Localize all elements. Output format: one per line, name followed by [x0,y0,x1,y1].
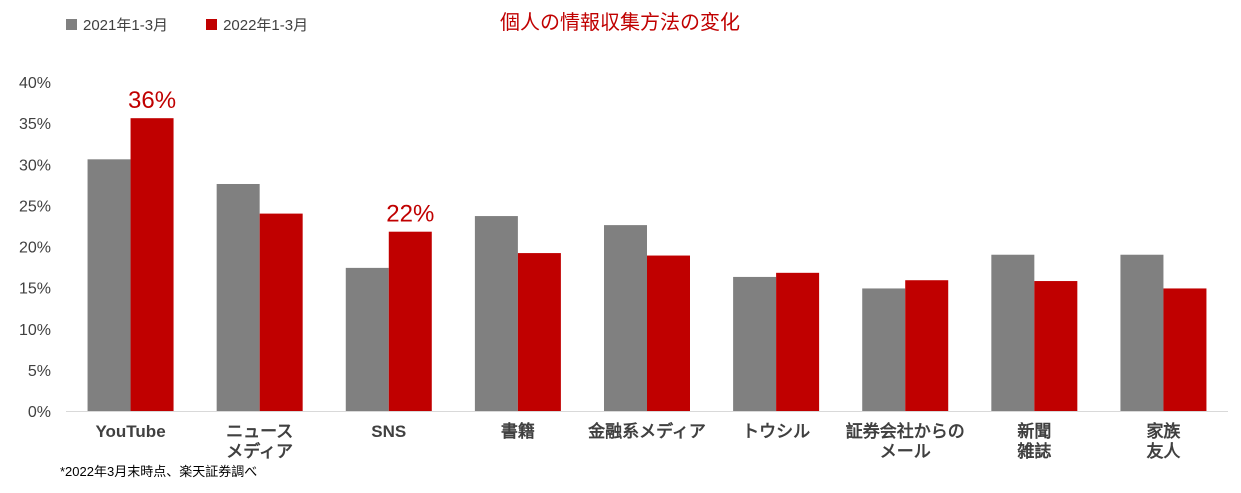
x-tick-label: 書籍 [501,421,535,441]
x-tick-label: 家族 [1146,421,1181,441]
bar-2022 [776,272,820,411]
bar-2021 [345,267,389,411]
x-tick-label: トウシル [742,422,810,441]
data-label: 22% [386,201,434,228]
legend: 2021年1-3月 2022年1-3月 [66,14,308,35]
y-tick-label: 5% [28,363,51,380]
x-tick-label: SNS [371,422,406,441]
legend-item-2021: 2021年1-3月 [66,14,168,35]
x-tick-label: 証券会社からの [846,421,965,441]
data-label: 36% [128,87,176,114]
x-tick-label: メール [880,442,931,461]
bar-2021 [216,183,260,411]
footnote: *2022年3月末時点、楽天証券調べ [60,464,258,479]
y-tick-label: 15% [19,281,51,298]
bar-2021 [474,216,518,411]
bar-2021 [862,288,906,411]
bar-2022 [388,231,432,411]
y-tick-label: 20% [19,240,51,257]
chart-title: 個人の情報収集方法の変化 [500,12,740,34]
legend-label-2021: 2021年1-3月 [83,17,169,34]
y-tick-label: 25% [19,198,51,215]
legend-swatch-2022 [206,19,218,30]
bar-2022 [1163,288,1207,411]
y-tick-label: 0% [28,404,51,421]
bar-2022 [1034,281,1078,411]
x-tick-label: 新聞 [1017,421,1051,441]
bar-2021 [733,276,777,411]
bar-2021 [604,225,647,411]
bar-2022 [259,213,303,411]
y-tick-label: 10% [19,322,51,339]
legend-item-2022: 2022年1-3月 [206,14,308,35]
bar-2022 [517,253,561,411]
bar-2021 [1120,254,1164,411]
bar-2022 [905,280,949,411]
bar-2022 [130,118,174,411]
legend-swatch-2021 [66,19,77,30]
x-tick-label: メディア [226,441,293,461]
y-tick-label: 30% [19,157,51,174]
x-tick-label: 雑誌 [1016,441,1051,461]
y-tick-label: 35% [19,116,51,133]
x-tick-label: YouTube [95,422,165,441]
legend-label-2022: 2022年1-3月 [223,17,309,34]
y-tick-label: 40% [19,75,51,92]
bar-2021 [991,254,1035,411]
bar-2022 [647,255,690,411]
x-tick-label: 友人 [1146,441,1181,461]
x-tick-label: 金融系メディア [587,421,706,441]
bar-2021 [87,159,131,411]
x-tick-label: ニュース [226,422,293,441]
